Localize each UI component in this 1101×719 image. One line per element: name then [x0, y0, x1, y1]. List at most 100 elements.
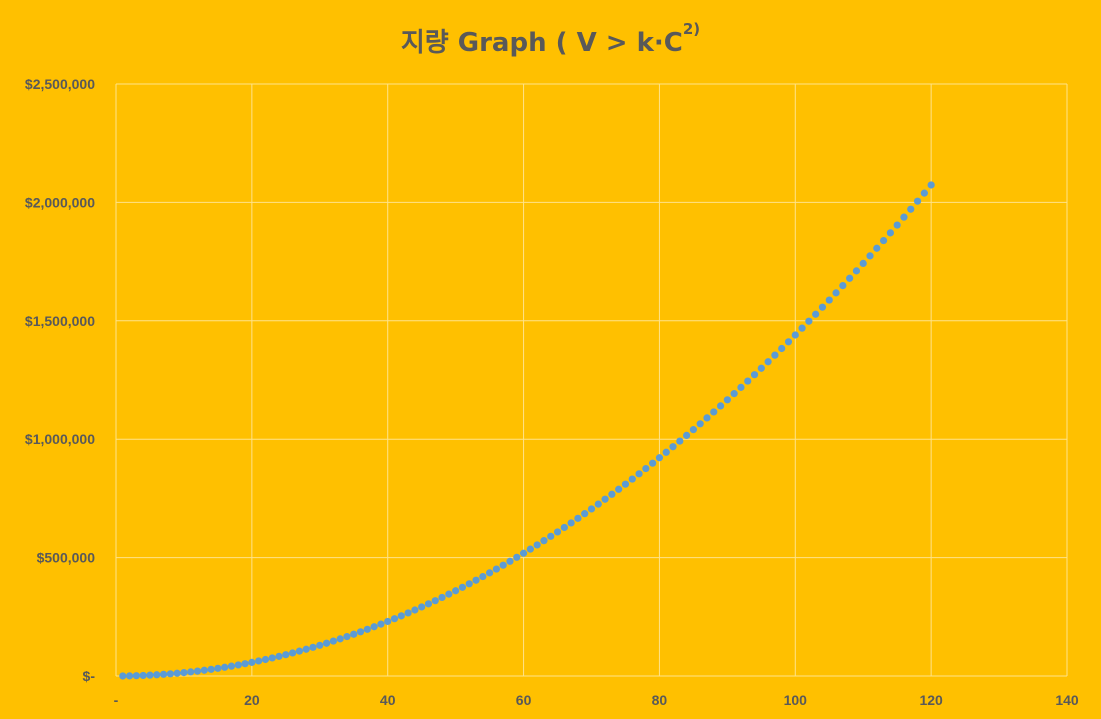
data-point	[356, 628, 365, 636]
data-point	[187, 668, 195, 676]
x-tick-label: 80	[652, 692, 668, 708]
data-point	[608, 490, 616, 498]
data-point	[526, 545, 534, 553]
data-point	[913, 197, 922, 205]
data-point	[350, 630, 358, 638]
data-point	[289, 649, 297, 657]
x-tick-label: 20	[244, 692, 260, 708]
data-point	[649, 459, 657, 467]
data-point	[778, 344, 786, 353]
data-point	[119, 672, 127, 680]
data-point	[255, 657, 263, 665]
data-point	[757, 364, 765, 372]
data-point	[125, 672, 134, 680]
data-point	[805, 317, 813, 325]
data-point	[377, 620, 385, 628]
x-tick-label: 60	[516, 692, 532, 708]
y-tick-label: $1,500,000	[25, 313, 95, 329]
data-point	[404, 609, 412, 617]
data-point	[248, 658, 256, 666]
data-point	[567, 519, 575, 527]
data-point	[866, 252, 874, 260]
data-point	[621, 480, 630, 488]
data-point	[764, 358, 772, 366]
data-point	[540, 537, 548, 545]
data-point	[424, 600, 433, 608]
data-point	[547, 532, 555, 540]
data-point	[241, 660, 249, 668]
data-point	[445, 590, 453, 598]
y-tick-label: $500,000	[37, 550, 96, 566]
data-point	[594, 500, 602, 508]
data-point	[683, 431, 691, 439]
data-point	[452, 587, 460, 595]
data-point	[615, 485, 623, 493]
x-tick-label: 100	[784, 692, 808, 708]
y-tick-label: $2,000,000	[25, 194, 95, 210]
data-point	[750, 371, 759, 379]
data-point	[662, 448, 670, 456]
data-point	[295, 647, 304, 655]
data-point	[601, 495, 609, 503]
data-point	[370, 623, 378, 631]
data-point	[438, 593, 446, 602]
data-point	[499, 561, 507, 569]
x-tick-label: -	[114, 692, 119, 708]
data-point	[574, 514, 582, 522]
data-point	[744, 377, 752, 385]
data-point	[390, 615, 399, 623]
data-point	[214, 664, 222, 672]
data-point	[886, 229, 894, 237]
data-point	[635, 470, 643, 478]
data-point	[268, 654, 276, 662]
data-point	[384, 617, 392, 626]
data-point	[553, 528, 562, 536]
chart-title-superscript: 2)	[682, 20, 701, 38]
data-point	[839, 281, 847, 290]
data-point	[533, 541, 541, 549]
data-point	[180, 668, 188, 677]
data-point	[846, 274, 854, 282]
data-point	[207, 665, 215, 673]
data-point	[343, 632, 351, 641]
data-point	[397, 612, 405, 620]
y-tick-label: $1,000,000	[25, 431, 95, 447]
data-point	[812, 310, 820, 318]
data-point	[302, 645, 310, 653]
data-point	[139, 671, 147, 680]
data-point	[173, 669, 181, 677]
data-point	[329, 637, 337, 645]
data-point	[275, 652, 283, 660]
data-point	[900, 213, 908, 221]
data-point	[519, 549, 528, 557]
data-point	[221, 663, 229, 671]
data-point	[418, 603, 426, 611]
labels-layer: $- $500,000 $1,000,000 $1,500,000 $2,000,000…	[25, 76, 1079, 708]
data-point	[818, 303, 827, 311]
data-point	[560, 523, 568, 532]
data-point	[893, 221, 901, 229]
data-point	[873, 244, 881, 252]
data-point	[655, 454, 664, 462]
data-point	[696, 420, 704, 428]
data-point	[920, 189, 928, 197]
data-point	[486, 569, 494, 577]
data-point	[791, 331, 799, 339]
y-tick-label: $-	[83, 668, 96, 684]
data-point	[907, 205, 915, 213]
data-point	[363, 625, 371, 633]
data-point	[513, 553, 521, 561]
y-tick-label: $2,500,000	[25, 76, 95, 92]
data-point	[472, 576, 480, 584]
data-point	[676, 437, 684, 445]
data-point	[322, 639, 331, 647]
data-point	[159, 670, 168, 678]
data-point	[411, 606, 419, 614]
data-point	[153, 671, 161, 679]
data-point	[689, 426, 697, 434]
data-point	[506, 557, 514, 565]
data-point	[431, 597, 439, 605]
data-point	[628, 475, 636, 483]
data-point	[798, 324, 806, 332]
